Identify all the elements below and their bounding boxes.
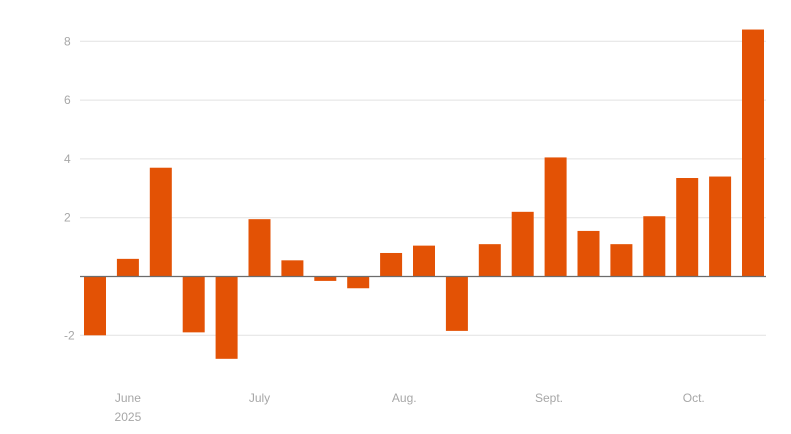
x-tick-sublabel: 2025 (115, 410, 142, 424)
y-tick-label: 2 (64, 211, 71, 225)
bar (182, 276, 205, 333)
bar (314, 276, 337, 281)
bar (742, 29, 764, 277)
x-tick-label: Aug. (392, 391, 417, 405)
bar (347, 276, 370, 289)
bar (643, 216, 666, 277)
bars (84, 29, 764, 359)
bar (215, 276, 238, 359)
bar (445, 276, 468, 331)
bar (709, 176, 732, 277)
bar (478, 244, 501, 277)
x-tick-label: Sept. (535, 391, 563, 405)
bar (544, 157, 567, 277)
bar (380, 252, 403, 277)
y-tick-label: 6 (64, 93, 71, 107)
y-axis-tick-labels: -2 2 4 6 8 (64, 34, 75, 342)
x-tick-label: Oct. (683, 391, 705, 405)
x-tick-label: June (115, 391, 141, 405)
bar (413, 245, 435, 277)
bar (248, 219, 271, 277)
y-tick-label: -2 (64, 328, 75, 342)
bar (281, 260, 304, 277)
bar (511, 211, 534, 277)
bar (610, 244, 633, 277)
bar (84, 276, 106, 336)
x-tick-label: July (249, 391, 270, 405)
x-axis-month-labels: June 2025 July Aug. Sept. Oct. (115, 391, 705, 424)
bar (116, 258, 139, 277)
y-tick-label: 4 (64, 152, 71, 166)
bar (676, 178, 699, 277)
bar (149, 167, 172, 277)
y-tick-label: 8 (64, 34, 71, 48)
bar (577, 230, 600, 277)
